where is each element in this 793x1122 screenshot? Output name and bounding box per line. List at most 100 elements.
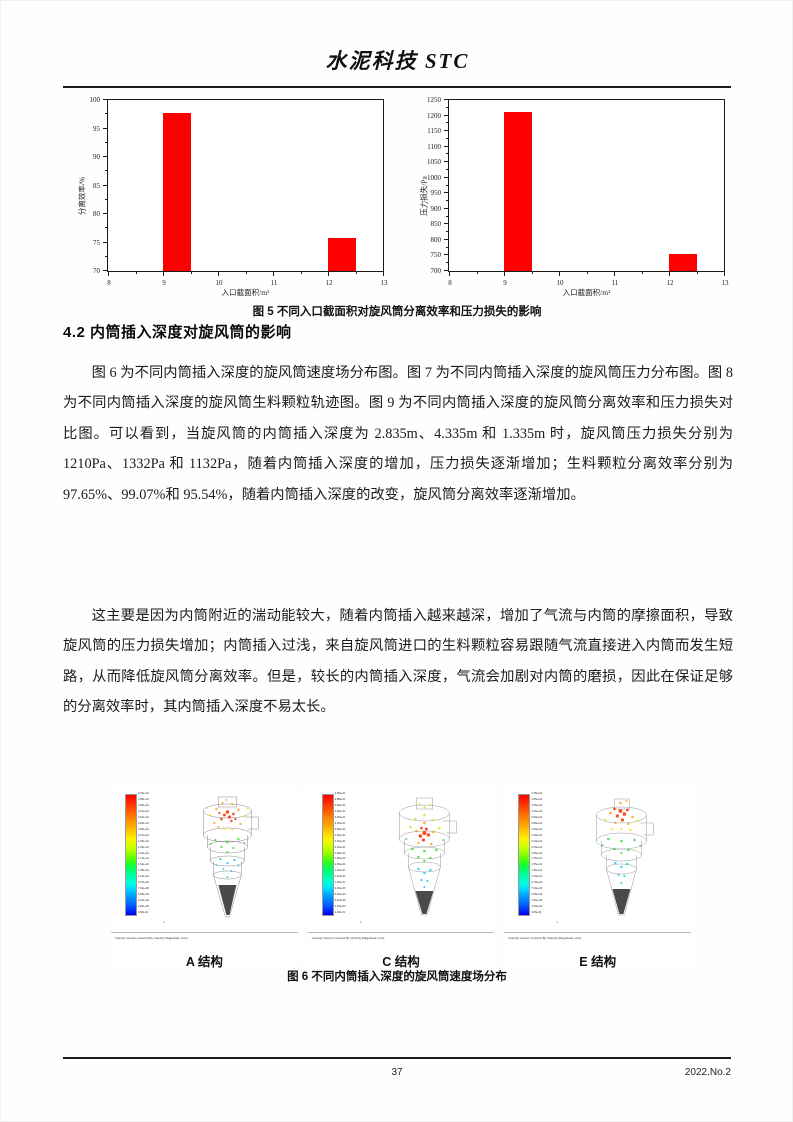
axis-triad-icon: x (359, 920, 362, 924)
colorbar-tick-label: 1.13e+01 (138, 875, 149, 879)
colorbar-tick-label: 3.48e+01 (334, 809, 346, 813)
colorbar-tick-labels: 3.75e+01 3.58e+01 3.38e+01 3.21e+01 3.02e+01… (138, 792, 178, 915)
y-axis-tick: 95 (93, 125, 108, 133)
y-axis-tick-label: 80 (93, 210, 100, 218)
x-axis-minor-tick (190, 271, 192, 274)
x-axis-tick: 12 (667, 271, 674, 287)
x-axis-tick-label: 9 (503, 279, 507, 287)
x-axis-tick: 12 (326, 271, 333, 287)
colorbar-tick-label: 3.00e+01 (531, 815, 543, 819)
cfd-panel-a: 3.75e+01 3.58e+01 3.38e+01 3.21e+01 3.02e+01… (111, 789, 298, 964)
y-axis-tick-label: 700 (430, 267, 442, 275)
figure-6-caption: 图 6 不同内筒插入深度的旋风筒速度场分布 (287, 971, 507, 983)
cfd-plot-e: 3.75e+01 3.55e+01 3.35e+01 3.15e+01 3.00e+01… (504, 789, 692, 933)
y-axis-tick: 75 (93, 239, 108, 247)
y-axis-minor-tick (446, 200, 449, 202)
colorbar-tick-label: 3.28e+01 (334, 815, 346, 819)
colorbar-tick-label: 1.75e+01 (531, 857, 543, 861)
x-axis-tick-label: 13 (380, 279, 388, 287)
cyclone-geometry-e (582, 795, 660, 927)
colorbar-tick-labels: 4.06e+01 3.88e+01 3.66e+01 3.48e+01 3.28e+01… (334, 792, 375, 915)
y-axis-tick-label: 900 (430, 204, 442, 213)
paragraph-text: 图 6 为不同内筒插入深度的旋风筒速度场分布图。图 7 为不同内筒插入深度的旋风… (63, 365, 733, 503)
y-axis-minor-tick (446, 231, 449, 233)
colorbar-tick-label: 3.66e+01 (334, 803, 346, 807)
figure-5-caption: 图 5 不同入口截面积对旋风筒分离效率和压力损失的影响 (252, 306, 542, 318)
colorbar-tick-label: 4.06e+01 (334, 792, 346, 795)
colorbar-tick-label: 2.00e+01 (531, 845, 543, 849)
y-axis-minor-tick (446, 122, 449, 124)
section-heading-4-2: 4.2 内筒插入深度对旋风筒的影响 (63, 324, 292, 341)
header-divider (63, 86, 731, 88)
y-axis-minor-tick (446, 215, 449, 217)
colorbar-tick-label: 9.76e+00 (138, 881, 149, 885)
x-axis-tick: 11 (612, 271, 618, 287)
colorbar-tick-label: 1.91e+01 (138, 851, 149, 855)
x-axis-minor-tick (641, 271, 643, 274)
colorbar-tick-label: 2.64e+00 (334, 905, 346, 909)
y-axis-tick: 800 (431, 236, 449, 244)
cyclone-geometry-c (385, 795, 463, 927)
y-axis-minor-tick (446, 168, 449, 170)
y-axis-tick: 85 (93, 182, 108, 190)
y-axis-tick-label: 1050 (427, 158, 441, 167)
colorbar-tick-label: 1.72e+01 (138, 857, 149, 861)
structure-label-c: C 结构 (382, 955, 420, 969)
colorbar-tick-label: 1.95e+01 (531, 851, 543, 855)
y-axis-minor-tick (446, 184, 449, 186)
colorbar-tick-label: 4.22e+00 (138, 899, 149, 903)
cyclone-geometry-a (189, 795, 267, 927)
colorbar-icon (518, 794, 531, 916)
figure-6: 3.75e+01 3.58e+01 3.38e+01 3.21e+01 3.02e+01… (111, 789, 692, 964)
colorbar-tick-label: 3.06e+01 (334, 821, 346, 825)
colorbar-tick-label: 2.25e+00 (138, 905, 149, 909)
colorbar-tick-labels: 3.75e+01 3.55e+01 3.35e+01 3.15e+01 3.00e+01… (531, 792, 571, 915)
colorbar-tick-label: 1.26e+01 (334, 875, 346, 879)
figure-5: 分离效率/% 70 75 80 85 90 95 100 8 9 10 11 12 13 入口截面积/m… (63, 93, 731, 298)
colorbar-tick-label: 3.88e+01 (334, 797, 346, 801)
footer-divider (63, 1057, 731, 1059)
chart1-y-axis-label: 分离效率/% (77, 176, 87, 215)
cfd-subtitle-a: Velocity Vectors Colored By Velocity Mag… (115, 936, 188, 940)
chart-pressure-loss: 压力损失/Pa 700 750 800 850 900 950 1000 1050 1100 11… (404, 93, 731, 298)
y-axis-tick: 80 (93, 210, 108, 218)
colorbar-tick-label: 2.60e+01 (531, 827, 543, 831)
y-axis-tick-label: 1250 (427, 96, 441, 104)
colorbar-tick-label: 1.35e+01 (531, 869, 543, 873)
x-axis-tick: 8 (107, 271, 111, 287)
chart2-x-axis-label: 入口截面积/m² (562, 288, 611, 297)
colorbar-tick-label: 2.06e+01 (334, 851, 346, 855)
y-axis-tick-label: 85 (93, 181, 100, 190)
x-axis-tick-label: 8 (107, 279, 111, 287)
colorbar-tick-label: 1.54e+01 (138, 863, 149, 867)
y-axis-tick: 950 (431, 189, 449, 197)
x-axis-tick-label: 10 (556, 279, 564, 287)
bar (504, 112, 532, 271)
y-axis-tick: 70 (93, 267, 108, 275)
colorbar-tick-label: 3.21e+01 (138, 809, 149, 813)
colorbar-tick-label: 3.02e+01 (138, 815, 149, 819)
colorbar-tick-label: 2.30e+00 (531, 905, 543, 909)
colorbar-tick-label: 2.20e+01 (531, 839, 543, 843)
body-paragraph-2: 这主要是因为内筒附近的湍动能较大，随着内筒插入越来越深，增加了气流与内筒的摩擦面… (63, 601, 733, 723)
colorbar-tick-label: 2.28e+01 (138, 839, 149, 843)
figure-6-structure-labels: A 结构 C 结构 E 结构 (111, 951, 691, 970)
y-axis-tick: 1250 (427, 96, 449, 104)
axis-triad-icon: x (556, 920, 559, 924)
x-axis-minor-tick (696, 271, 698, 274)
colorbar-tick-label: 3.75e+01 (531, 792, 543, 795)
colorbar-tick-label: 2.84e+01 (138, 821, 149, 825)
y-axis-tick-label: 950 (430, 189, 442, 198)
x-axis-tick-label: 12 (666, 279, 674, 287)
y-axis-tick-label: 1000 (427, 173, 441, 182)
journal-title: 水泥科技 STC (325, 49, 470, 73)
colorbar-tick-label: 6.63e+00 (334, 893, 346, 897)
y-axis-tick: 850 (431, 220, 449, 228)
cfd-panel-c: 4.06e+01 3.88e+01 3.66e+01 3.48e+01 3.28e+01… (307, 789, 495, 964)
x-axis-tick-label: 13 (721, 279, 729, 287)
colorbar-tick-label: 3.75e+01 (138, 792, 149, 795)
cfd-plot-a: 3.75e+01 3.58e+01 3.38e+01 3.21e+01 3.02e+01… (111, 789, 298, 933)
structure-label-e: E 结构 (579, 955, 617, 969)
y-axis-tick-label: 750 (430, 251, 442, 260)
colorbar-tick-label: 3.35e+01 (531, 803, 543, 807)
